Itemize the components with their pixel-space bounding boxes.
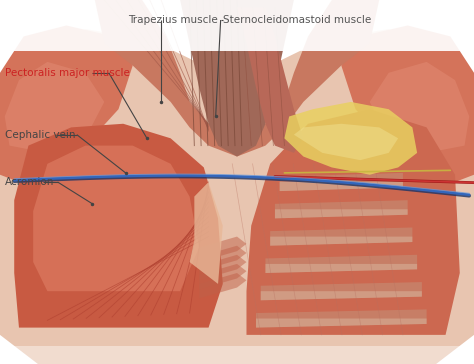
Polygon shape [237,0,379,157]
Polygon shape [199,246,246,271]
Polygon shape [199,273,246,298]
Text: Cephalic vein: Cephalic vein [5,130,75,140]
Polygon shape [261,291,422,300]
Polygon shape [0,29,474,364]
Polygon shape [280,173,403,191]
Polygon shape [180,0,294,157]
Polygon shape [265,255,417,273]
Polygon shape [199,255,246,280]
Polygon shape [14,124,223,328]
Polygon shape [275,200,408,218]
Polygon shape [33,146,199,291]
Polygon shape [284,102,417,175]
Polygon shape [256,309,427,328]
Polygon shape [280,182,403,191]
Polygon shape [370,62,469,153]
Polygon shape [0,0,474,51]
Polygon shape [261,282,422,300]
Text: Sternocleidomastoid muscle: Sternocleidomastoid muscle [223,15,371,25]
Polygon shape [265,264,417,273]
Polygon shape [199,237,246,262]
Polygon shape [275,209,408,218]
Polygon shape [246,109,460,335]
Polygon shape [341,25,474,182]
Polygon shape [95,0,237,157]
Text: Trapezius muscle: Trapezius muscle [128,15,218,25]
Polygon shape [0,25,133,182]
Polygon shape [190,182,223,284]
Polygon shape [199,264,246,289]
Polygon shape [256,318,427,328]
Text: Pectoralis major muscle: Pectoralis major muscle [5,68,129,78]
Polygon shape [270,228,412,246]
Text: Acromion: Acromion [5,177,54,187]
Polygon shape [0,346,474,364]
Polygon shape [294,124,398,160]
Polygon shape [237,7,303,153]
Polygon shape [5,62,104,153]
Polygon shape [270,237,412,246]
